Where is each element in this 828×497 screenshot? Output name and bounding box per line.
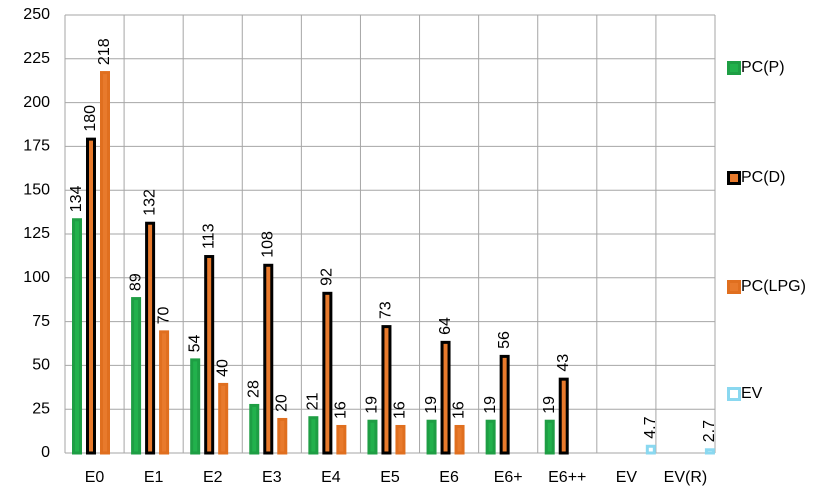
bar xyxy=(145,221,156,455)
bar xyxy=(308,416,319,455)
data-label: 19 xyxy=(364,396,381,414)
y-tick-label: 0 xyxy=(41,444,50,461)
data-label: 64 xyxy=(437,317,454,335)
data-label: 132 xyxy=(141,189,158,216)
y-tick-label: 200 xyxy=(23,94,50,111)
bar xyxy=(704,448,715,455)
data-label: 92 xyxy=(319,268,336,286)
bar xyxy=(86,137,96,455)
data-label: 2.7 xyxy=(701,420,718,442)
x-tick-label: E3 xyxy=(262,469,282,486)
data-label: 40 xyxy=(214,359,231,377)
legend-marker xyxy=(727,171,741,185)
data-label: 89 xyxy=(127,273,144,291)
legend-label: PC(P) xyxy=(741,59,785,76)
y-tick-label: 75 xyxy=(32,313,50,330)
y-tick-label: 250 xyxy=(23,6,50,23)
bar xyxy=(645,444,656,455)
bar xyxy=(277,417,288,455)
data-label: 19 xyxy=(541,396,558,414)
bar xyxy=(381,325,392,455)
x-tick-label: E6 xyxy=(439,469,459,486)
bar xyxy=(426,419,437,455)
bar xyxy=(263,263,274,455)
bar xyxy=(322,291,333,455)
data-label: 16 xyxy=(333,401,350,419)
x-tick-label: E6+ xyxy=(494,469,523,486)
data-label: 21 xyxy=(305,392,322,410)
x-tick-label: EV(R) xyxy=(664,469,708,486)
y-tick-label: 225 xyxy=(23,50,50,67)
bar xyxy=(100,71,110,455)
data-label: 70 xyxy=(155,306,172,324)
bar xyxy=(544,419,555,455)
data-label: 19 xyxy=(423,396,440,414)
x-tick-label: E0 xyxy=(85,469,105,486)
y-tick-label: 175 xyxy=(23,138,50,155)
bar xyxy=(367,419,378,455)
legend-label: EV xyxy=(741,385,763,402)
data-label: 54 xyxy=(186,334,203,352)
y-tick-label: 50 xyxy=(32,357,50,374)
data-label: 19 xyxy=(482,396,499,414)
data-label: 134 xyxy=(68,185,85,212)
y-tick-label: 25 xyxy=(32,400,50,417)
data-label: 73 xyxy=(378,301,395,319)
data-label: 113 xyxy=(200,223,217,249)
data-label: 218 xyxy=(96,38,113,65)
y-tick-label: 100 xyxy=(23,269,50,286)
bar xyxy=(558,377,569,455)
x-tick-label: EV xyxy=(616,469,638,486)
legend-marker xyxy=(727,387,741,401)
legend-label: PC(LPG) xyxy=(741,278,806,295)
x-tick-label: E1 xyxy=(144,469,164,486)
bar xyxy=(454,424,465,455)
bar xyxy=(72,218,82,455)
bar xyxy=(336,424,347,455)
data-label: 108 xyxy=(259,231,276,258)
data-label: 43 xyxy=(555,354,572,372)
legend-marker xyxy=(727,280,741,294)
bar xyxy=(204,255,215,455)
legend-marker xyxy=(727,61,741,75)
data-label: 4.7 xyxy=(642,416,659,438)
data-label: 20 xyxy=(273,394,290,412)
x-tick-label: E2 xyxy=(203,469,223,486)
x-tick-label: E5 xyxy=(380,469,400,486)
bar xyxy=(395,424,406,455)
bar xyxy=(159,330,170,455)
bar xyxy=(190,358,201,455)
data-label: 180 xyxy=(82,105,99,132)
data-label: 28 xyxy=(245,380,262,398)
data-label: 16 xyxy=(451,401,468,419)
bar xyxy=(485,419,496,455)
bar xyxy=(249,403,260,455)
x-tick-label: E6++ xyxy=(548,469,586,486)
legend-label: PC(D) xyxy=(741,169,785,186)
bar xyxy=(218,382,229,455)
bar xyxy=(440,340,451,455)
bar xyxy=(499,354,510,455)
data-label: 16 xyxy=(392,401,409,419)
y-tick-label: 125 xyxy=(23,225,50,242)
bar xyxy=(131,297,142,455)
y-tick-label: 150 xyxy=(23,181,50,198)
x-tick-label: E4 xyxy=(321,469,341,486)
data-label: 56 xyxy=(496,331,513,349)
